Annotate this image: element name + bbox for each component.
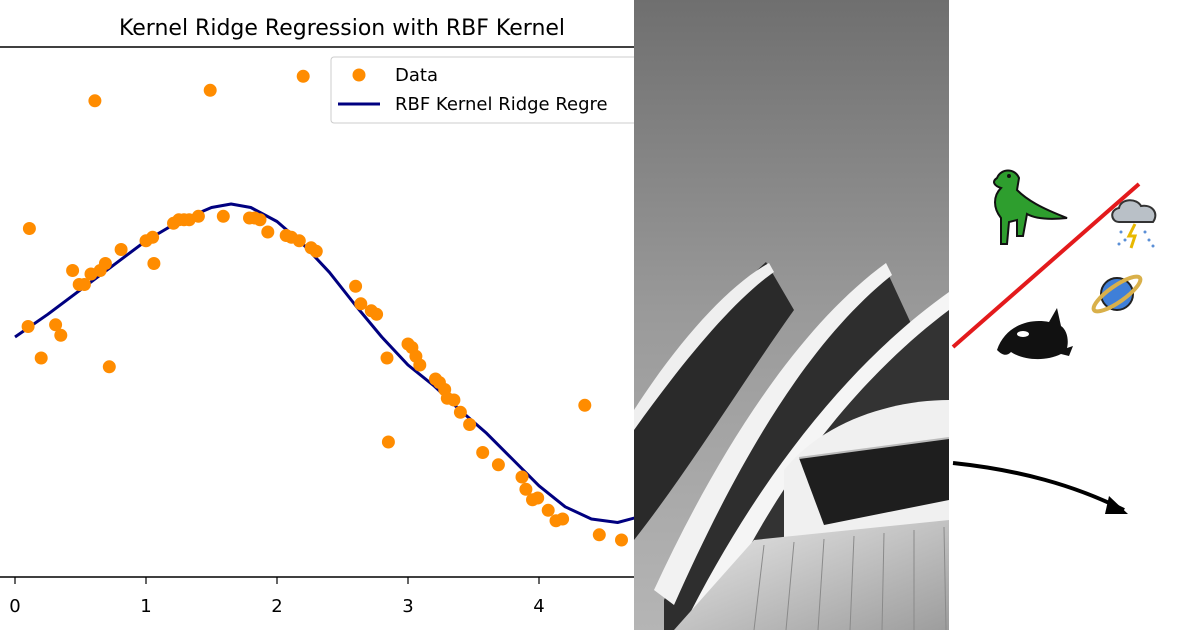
x-tick-label: 2 — [271, 596, 282, 617]
x-tick-layer: 0 1 2 3 4 — [9, 577, 545, 617]
data-point — [253, 213, 267, 227]
data-point — [578, 398, 592, 412]
data-point — [77, 278, 91, 291]
data-point — [34, 351, 48, 365]
wall-ribs — [753, 526, 947, 630]
data-point — [556, 512, 570, 526]
planet-icon — [1091, 274, 1143, 314]
black-curved-arrow — [952, 461, 1125, 512]
fit-line-layer — [14, 202, 634, 524]
data-point — [309, 244, 323, 258]
data-point — [476, 446, 490, 459]
data-point — [381, 435, 395, 449]
shell-shadow-1 — [634, 262, 794, 540]
legend-line-label: RBF Kernel Ridge Regre — [395, 94, 608, 115]
data-point — [515, 470, 529, 484]
canopy-edge — [798, 437, 949, 459]
shell-edge-1 — [634, 263, 774, 430]
scatter-layer — [21, 69, 628, 547]
chart-title: Kernel Ridge Regression with RBF Kernel — [119, 16, 565, 41]
data-point — [296, 69, 310, 83]
data-point — [519, 482, 533, 496]
x-tick-label: 1 — [140, 596, 151, 617]
data-point — [447, 393, 461, 407]
data-point — [54, 328, 68, 342]
legend-data-label: Data — [395, 65, 438, 86]
data-point — [531, 491, 545, 505]
data-point — [463, 418, 477, 431]
data-point — [380, 351, 394, 365]
x-tick-label: 3 — [402, 596, 413, 617]
dinosaur-icon — [993, 169, 1068, 245]
ribbed-wall — [674, 520, 949, 630]
chart-panel: Kernel Ridge Regression with RBF Kernel … — [0, 16, 634, 617]
arrow-head — [1105, 496, 1128, 514]
x-tick-label: 4 — [533, 596, 544, 617]
data-point — [592, 528, 606, 542]
data-point — [413, 358, 427, 372]
data-point — [191, 209, 205, 223]
fit-line — [14, 202, 634, 524]
legend-box — [330, 56, 634, 124]
legend: Data RBF Kernel Ridge Regre — [330, 56, 634, 124]
data-point — [615, 533, 628, 547]
data-point — [49, 318, 63, 332]
data-point — [203, 83, 217, 97]
data-point — [292, 234, 306, 248]
data-point — [354, 297, 368, 311]
data-point — [114, 243, 128, 256]
data-point — [21, 320, 35, 333]
data-point — [370, 307, 384, 321]
red-line-arrow — [951, 182, 1141, 349]
data-point — [88, 94, 102, 108]
opera-house-photo — [634, 0, 949, 630]
data-point — [146, 230, 160, 244]
data-point — [261, 225, 275, 239]
storm-cloud-icon — [1111, 199, 1157, 249]
chart-svg: Kernel Ridge Regression with RBF Kernel … — [0, 16, 634, 617]
data-point — [98, 257, 112, 270]
data-point — [102, 360, 116, 374]
data-point — [216, 209, 230, 223]
data-point — [349, 279, 363, 293]
sticker-svg — [951, 169, 1157, 514]
data-point — [541, 503, 555, 517]
data-point — [147, 257, 161, 270]
data-point — [22, 222, 36, 235]
shell-shadow-2 — [664, 265, 914, 630]
shell-edge-2 — [654, 263, 892, 605]
data-point — [491, 458, 505, 472]
orca-icon — [997, 308, 1073, 360]
data-point — [453, 405, 467, 419]
legend-data-marker — [352, 68, 366, 82]
glass-canopy — [799, 438, 949, 525]
sticker-panel — [949, 0, 1200, 630]
opera-house-photo-svg — [634, 0, 949, 630]
x-tick-label: 0 — [9, 596, 20, 617]
data-point — [66, 264, 80, 277]
